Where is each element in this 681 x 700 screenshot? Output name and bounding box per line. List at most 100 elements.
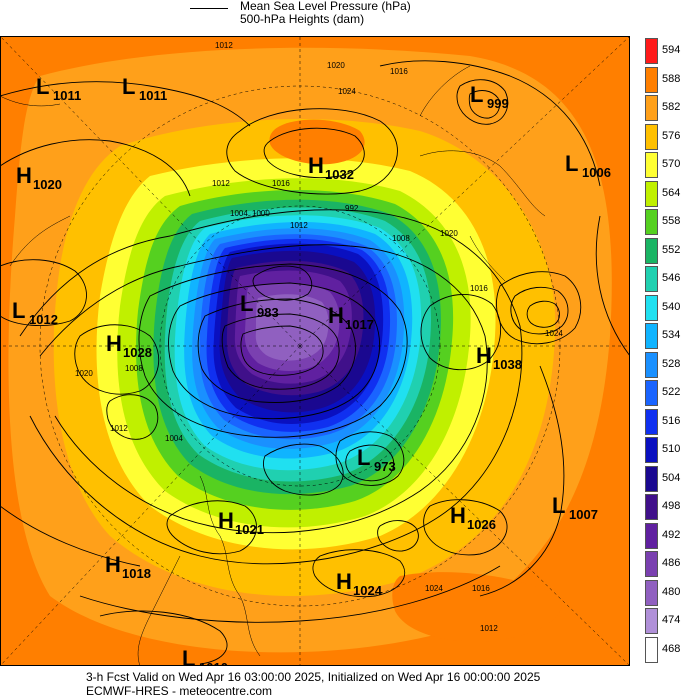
system-pressure-value: 1007 <box>569 507 598 522</box>
graticule <box>0 36 630 666</box>
low-pressure-label: L 983 <box>240 291 279 320</box>
system-pressure-value: 1006 <box>582 165 611 180</box>
colorbar-label: 516 <box>662 414 681 427</box>
system-letter: H <box>105 552 121 577</box>
colorbar-label: 492 <box>662 528 681 541</box>
colorbar-label: 582 <box>662 101 681 113</box>
colorbar-label: 486 <box>662 557 681 569</box>
system-letter: L <box>122 74 135 99</box>
system-pressure-value: 983 <box>257 305 279 320</box>
high-pressure-label: H 1024 <box>336 569 383 598</box>
colorbar-label: 570 <box>662 158 681 170</box>
isobar-label: 1012 <box>212 179 230 188</box>
colorbar-step: 486 <box>645 551 681 577</box>
isobar-label: 1004 <box>230 209 248 218</box>
weather-map: 1012 1020 1016 1024 1012 1016 1012 1004 1000 992 1… <box>0 36 630 666</box>
system-letter: L <box>357 445 370 470</box>
system-pressure-value: 1017 <box>345 317 374 332</box>
low-pressure-label: L 1011 <box>122 74 167 103</box>
isobar-label: 1024 <box>338 87 356 96</box>
system-letter: H <box>450 503 466 528</box>
system-letter: L <box>552 493 565 518</box>
colorbar-label: 510 <box>662 443 681 455</box>
system-letter: H <box>308 153 324 178</box>
colorbar-step: 570 <box>645 152 681 178</box>
height-colorbar: 594 588 582 576 570 564 558 552 546 540 534 528 522 5… <box>645 38 681 666</box>
colorbar-swatch <box>645 95 658 121</box>
colorbar-swatch <box>645 152 658 178</box>
colorbar-swatch <box>645 522 658 549</box>
colorbar-swatch <box>645 323 658 349</box>
isobar-label: 1012 <box>110 424 128 433</box>
high-pressure-label: H 1028 <box>106 331 152 360</box>
system-pressure-value: 1020 <box>33 177 62 192</box>
low-pressure-label: L 1010 <box>182 646 228 666</box>
colorbar-step: 534 <box>645 323 681 349</box>
system-pressure-value: 1018 <box>122 566 151 581</box>
colorbar-step: 468 <box>645 636 681 663</box>
map-legend: Mean Sea Level Pressure (hPa) 500-hPa He… <box>190 0 490 34</box>
isobar-label: 1024 <box>425 584 443 593</box>
colorbar-label: 504 <box>662 471 681 484</box>
colorbar-swatch <box>645 209 658 235</box>
isobar-label: 1004 <box>165 434 183 443</box>
colorbar-label: 522 <box>662 386 681 398</box>
colorbar-label: 468 <box>662 642 681 655</box>
colorbar-step: 492 <box>645 522 681 549</box>
low-pressure-label: L 999 <box>470 82 509 111</box>
colorbar-swatch <box>645 437 658 463</box>
colorbar-swatch <box>645 608 658 634</box>
colorbar-step: 588 <box>645 66 681 93</box>
colorbar-step: 564 <box>645 180 681 207</box>
system-letter: H <box>218 508 234 533</box>
colorbar-swatch <box>645 123 658 150</box>
colorbar-swatch <box>645 351 658 378</box>
model-source-text: ECMWF-HRES - meteocentre.com <box>86 684 273 698</box>
colorbar-label: 558 <box>662 215 681 227</box>
system-pressure-value: 1024 <box>353 583 383 598</box>
colorbar-step: 528 <box>645 351 681 378</box>
system-pressure-value: 1028 <box>123 345 152 360</box>
colorbar-swatch <box>645 38 658 64</box>
isobar-label: 1020 <box>327 61 345 70</box>
map-footer: 3-h Fcst Valid on Wed Apr 16 03:00:00 20… <box>86 670 540 698</box>
colorbar-step: 552 <box>645 237 681 264</box>
system-letter: L <box>12 298 25 323</box>
isobar-label: 992 <box>345 204 359 213</box>
isobar-label: 1016 <box>272 179 290 188</box>
south-warm-core <box>392 572 562 642</box>
colorbar-swatch <box>645 408 658 435</box>
colorbar-swatch <box>645 551 658 577</box>
system-pressure-value: 1012 <box>29 312 58 327</box>
colorbar-step: 540 <box>645 294 681 321</box>
coastlines <box>0 65 546 666</box>
contour-line-sample <box>190 8 228 9</box>
colorbar-step: 480 <box>645 579 681 606</box>
high-pressure-label: H 1018 <box>105 552 151 581</box>
system-letter: H <box>16 163 32 188</box>
colorbar-step: 546 <box>645 266 681 292</box>
colorbar-swatch <box>645 494 658 520</box>
legend-heights-label: 500-hPa Heights (dam) <box>240 12 365 26</box>
system-letter: H <box>328 303 344 328</box>
system-letter: L <box>182 646 195 666</box>
colorbar-step: 504 <box>645 465 681 492</box>
colorbar-step: 522 <box>645 380 681 406</box>
system-letter: L <box>36 74 49 99</box>
colorbar-label: 576 <box>662 129 681 142</box>
high-pressure-label: H 1038 <box>476 343 522 372</box>
colorbar-swatch <box>645 465 658 492</box>
colorbar-label: 540 <box>662 300 681 313</box>
isobar-label: 1000 <box>252 209 270 218</box>
system-letter: H <box>106 331 122 356</box>
colorbar-step: 576 <box>645 123 681 150</box>
low-pressure-label: L 1011 <box>36 74 81 103</box>
isobar-label: 1020 <box>440 229 458 238</box>
colorbar-step: 594 <box>645 38 681 64</box>
system-letter: L <box>240 291 253 316</box>
isobar-label: 1008 <box>125 364 143 373</box>
isobar-label: 1012 <box>215 41 233 50</box>
colorbar-swatch <box>645 380 658 406</box>
colorbar-swatch <box>645 180 658 207</box>
